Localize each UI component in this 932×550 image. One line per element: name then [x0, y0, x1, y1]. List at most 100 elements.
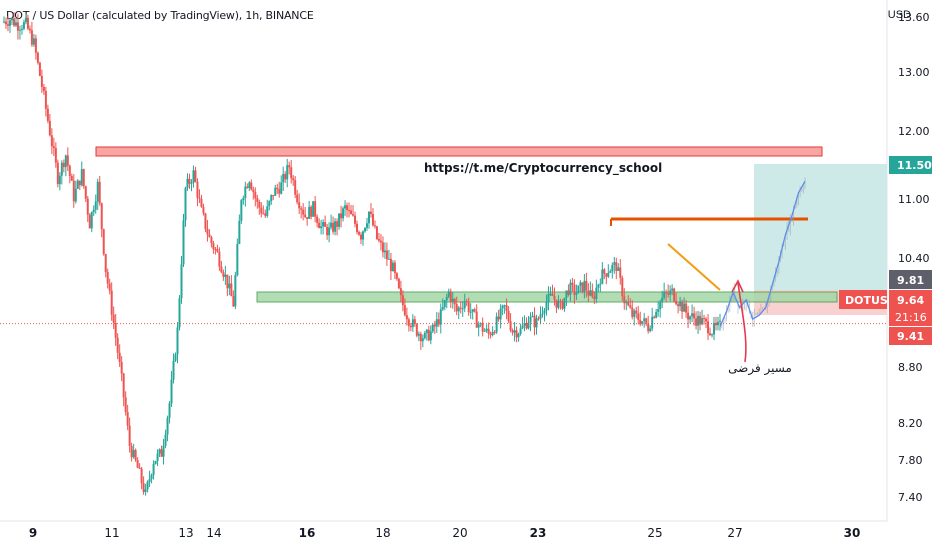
candle-body — [268, 201, 271, 207]
candle-body — [649, 328, 652, 332]
candle-body — [26, 17, 29, 29]
candle-body — [348, 210, 351, 212]
candle-body — [162, 445, 165, 457]
candle-body — [258, 201, 261, 208]
candle-body — [593, 296, 596, 300]
candle-body — [379, 240, 382, 243]
candle-body — [188, 178, 191, 184]
candle-body — [326, 226, 329, 236]
candle-body — [44, 90, 47, 109]
candle-body — [625, 301, 628, 304]
support-band[interactable] — [256, 291, 838, 303]
candle-body — [142, 483, 145, 492]
candle-body — [713, 322, 716, 335]
candle-body — [505, 305, 508, 311]
annotation-arrowhead — [731, 279, 744, 293]
candle-body — [248, 182, 251, 188]
candle-body — [595, 287, 598, 300]
candle-body — [627, 301, 630, 306]
price-tick-label: 10.40 — [898, 252, 930, 265]
candle-body — [533, 315, 536, 328]
candle-body — [294, 180, 297, 195]
candle-body — [577, 285, 580, 294]
candle-body — [244, 186, 247, 198]
stop-price-tag: 9.41 — [889, 327, 932, 345]
candle-body — [14, 22, 17, 26]
time-tick-label: 14 — [206, 526, 221, 540]
price-axis[interactable]: 13.60 13.00 12.00 11.00 10.40 8.80 8.20 7.80 7.4… — [898, 11, 930, 504]
candle-body — [399, 288, 402, 296]
candle-body — [387, 258, 390, 260]
candle-body — [687, 312, 690, 320]
candle-body — [575, 293, 578, 295]
time-tick-label: 13 — [178, 526, 193, 540]
candle-body — [559, 300, 562, 302]
candle-body — [176, 327, 179, 355]
candle-body — [202, 206, 205, 214]
candle-body — [707, 321, 710, 334]
candle-body — [377, 238, 380, 241]
candle-body — [240, 200, 243, 221]
candle-body — [685, 303, 688, 313]
candle-body — [695, 318, 698, 326]
candle-body — [545, 302, 548, 311]
candle-body — [354, 215, 357, 224]
candle-body — [320, 226, 323, 229]
candle-body — [214, 249, 217, 251]
time-tick-label: 25 — [647, 526, 662, 540]
candle-body — [106, 272, 109, 284]
candle-body — [64, 155, 67, 168]
candle-body — [547, 293, 550, 303]
candle-body — [62, 162, 65, 168]
candle-body — [367, 211, 370, 224]
candle-body — [242, 197, 245, 201]
candle-body — [190, 182, 193, 184]
candle-body — [210, 237, 213, 244]
candle-body — [443, 300, 446, 308]
candle-body — [32, 38, 35, 45]
price-tick-label: 7.40 — [898, 491, 923, 504]
candle-body — [208, 234, 211, 238]
triangle-trendline[interactable] — [667, 243, 721, 291]
candle-body — [451, 298, 454, 303]
candle-body — [332, 222, 335, 232]
chart-title: DOT / US Dollar (calculated by TradingVi… — [6, 9, 314, 22]
candle-body — [421, 338, 424, 342]
stop-price-text: 9.41 — [897, 330, 924, 343]
candle-body — [212, 243, 215, 250]
candle-body — [459, 307, 462, 309]
candle-body — [166, 417, 169, 435]
candle-body — [168, 403, 171, 418]
candle-body — [124, 397, 127, 413]
candle-body — [360, 234, 362, 240]
candle-body — [567, 290, 570, 295]
candle-body — [104, 254, 107, 273]
candle-body — [262, 213, 265, 215]
resistance-band[interactable] — [95, 146, 823, 157]
candle-body — [693, 313, 696, 319]
candle-body — [92, 209, 95, 213]
candle-body — [194, 170, 197, 182]
candle-body — [110, 290, 113, 315]
candle-body — [16, 22, 19, 31]
candle-body — [527, 322, 530, 329]
candle-body — [256, 198, 259, 202]
candle-series — [2, 12, 721, 496]
candle-body — [617, 267, 620, 271]
time-axis[interactable]: 9 11 13 14 16 18 20 23 25 27 30 — [29, 526, 861, 540]
candle-body — [599, 283, 602, 285]
currency-label: USD — [887, 9, 911, 21]
candle-body — [523, 323, 526, 326]
candle-body — [563, 297, 566, 309]
time-tick-label: 16 — [299, 526, 316, 540]
candle-body — [655, 311, 658, 318]
candle-body — [643, 318, 646, 322]
candle-body — [178, 298, 181, 328]
candle-body — [457, 307, 460, 312]
candle-body — [180, 264, 183, 299]
candle-body — [226, 274, 229, 289]
candle-body — [445, 296, 448, 301]
candle-body — [48, 120, 51, 136]
candle-body — [485, 328, 488, 331]
